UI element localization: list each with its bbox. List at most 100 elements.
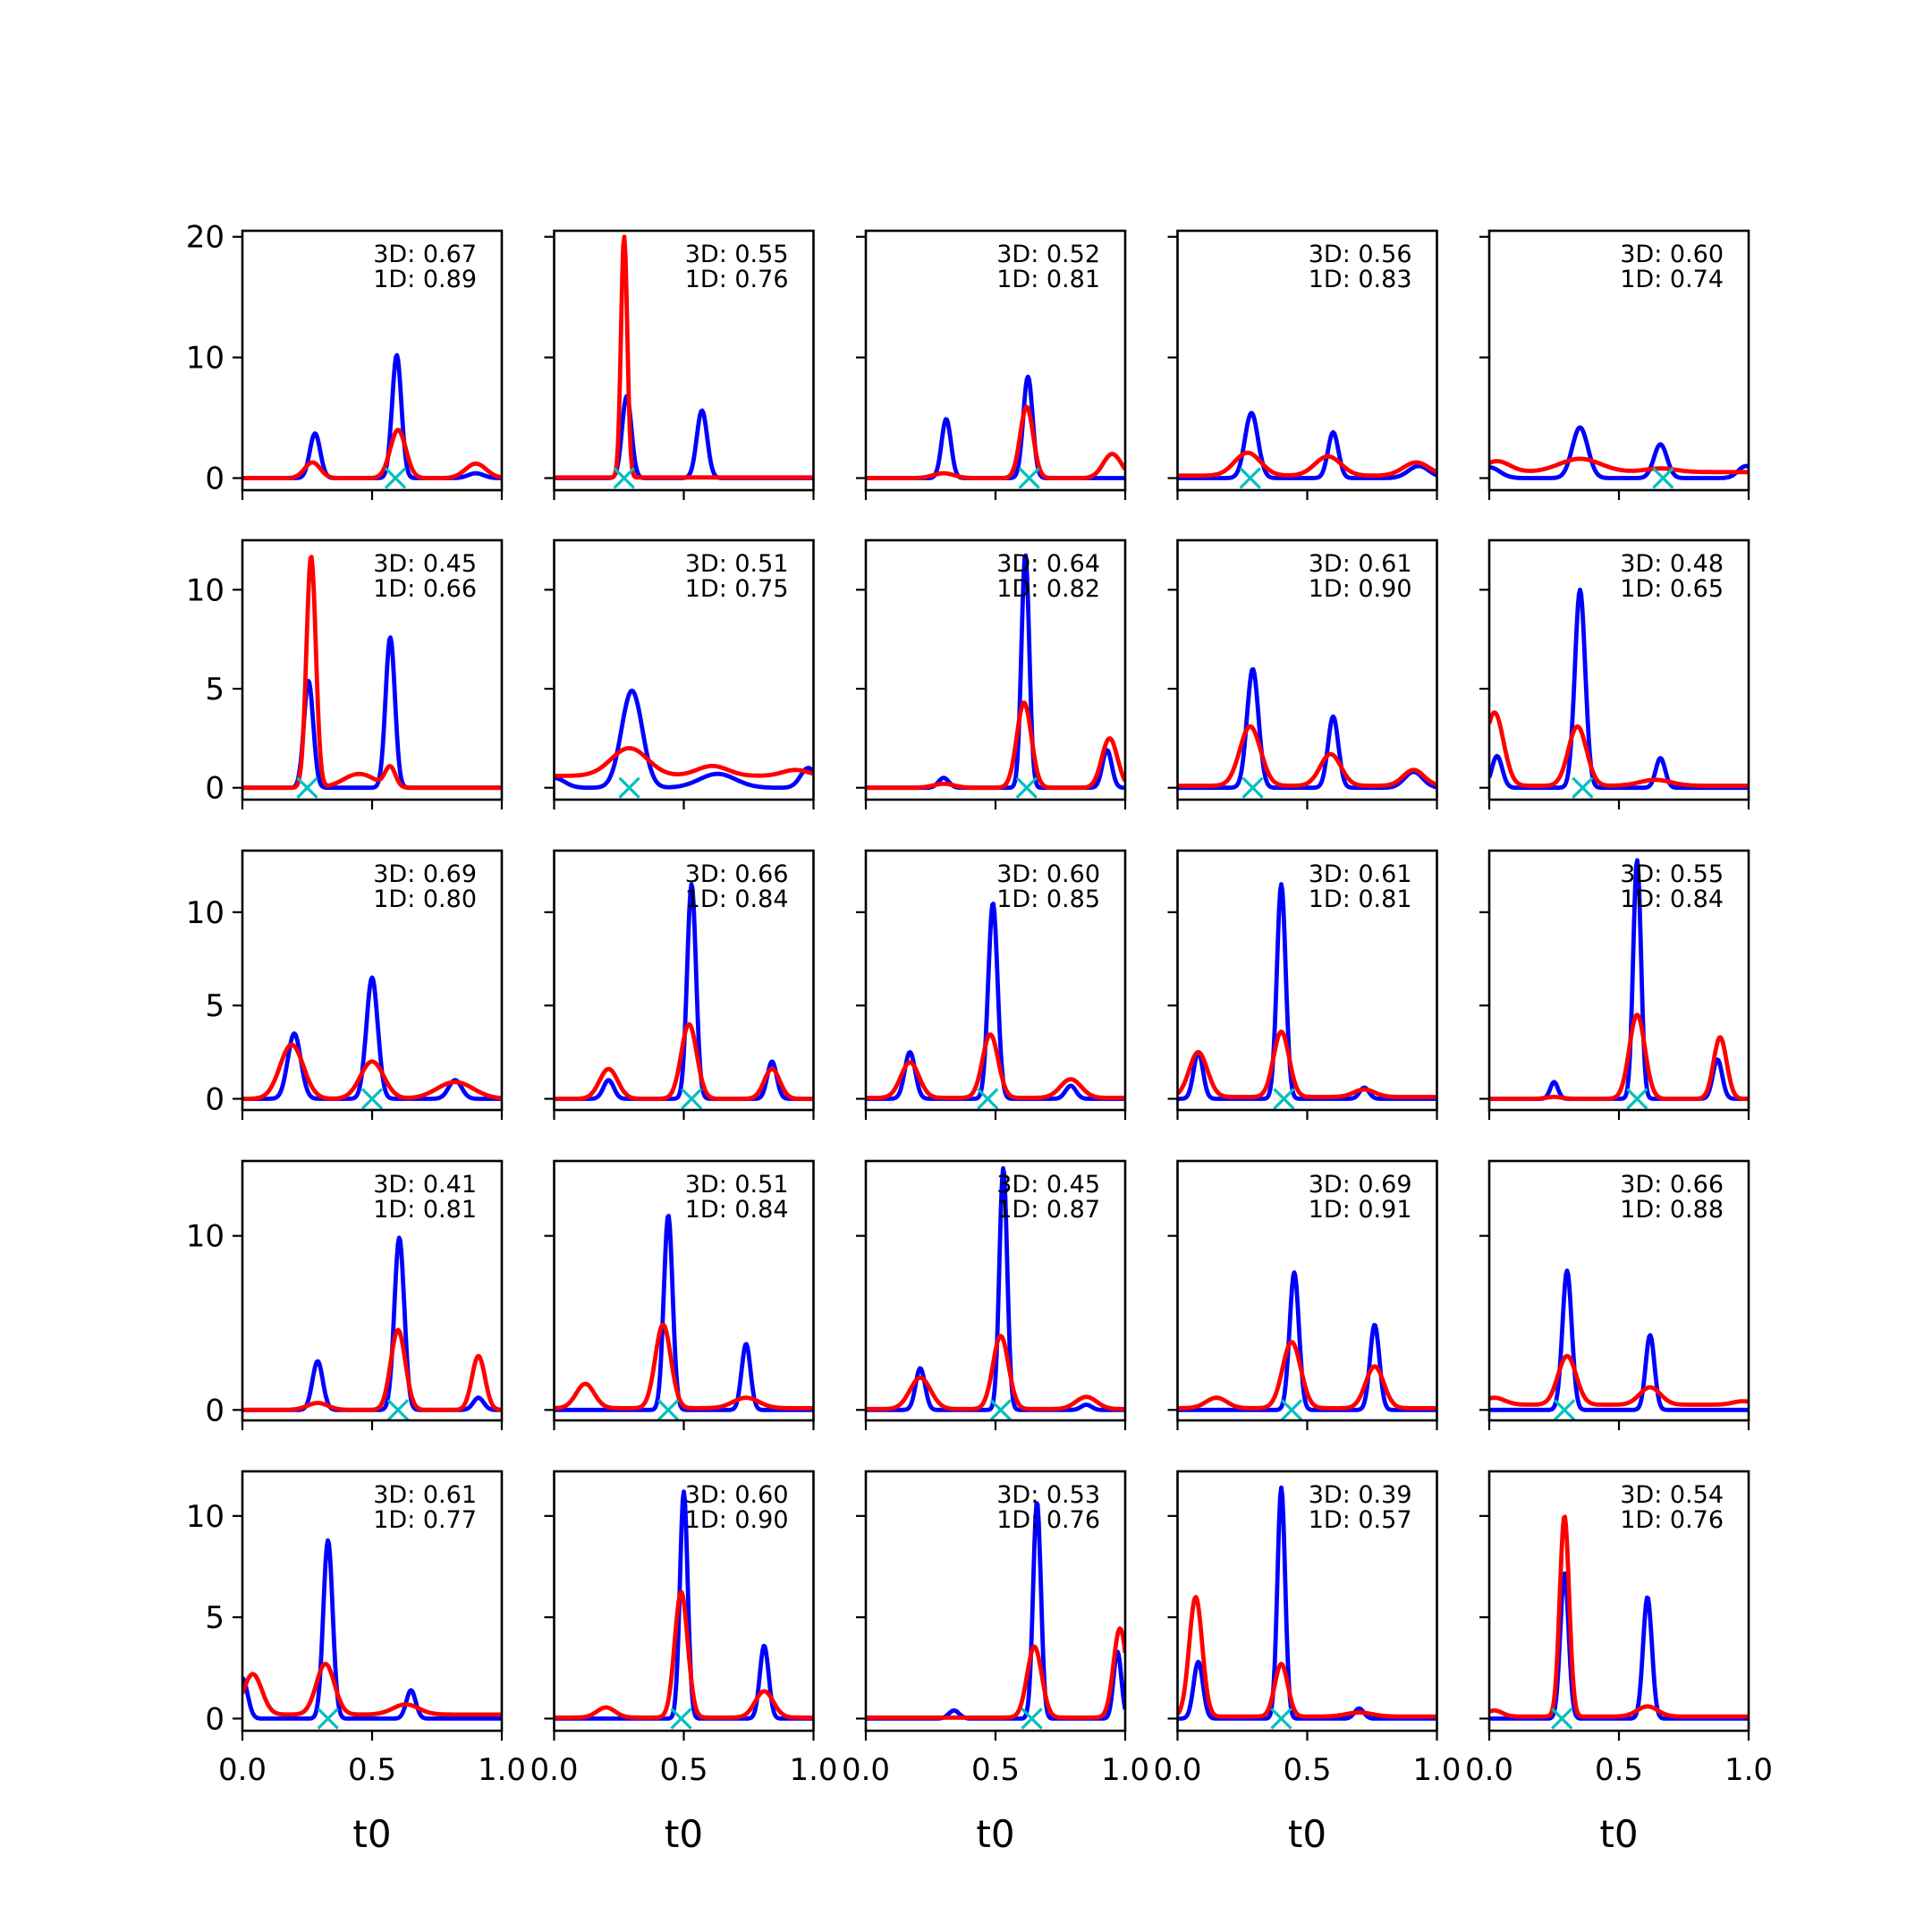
blue-series-line [1489,1571,1749,1721]
score-3d-label: 3D: 0.48 [1620,550,1724,578]
red-series-line [1489,710,1749,788]
peak-marker [317,1707,339,1730]
y-tick-label: 10 [186,1219,225,1255]
blue-series-line [242,975,502,1101]
red-series-line [1177,1030,1437,1099]
score-3d-label: 3D: 0.56 [1309,241,1412,268]
peak-marker [613,467,635,489]
peak-marker [1241,776,1264,799]
score-1d-label: 1D: 0.89 [373,266,477,293]
x-axis-label: t0 [1599,1812,1638,1856]
red-series-line [1489,1514,1749,1719]
peak-marker [1553,1399,1576,1421]
red-series-line [1489,1353,1749,1407]
red-series-line [242,1042,502,1101]
red-series-line [242,555,502,791]
x-axis-label: t0 [665,1812,703,1856]
x-tick-label: 0.5 [1283,1752,1331,1788]
peak-marker [681,1088,703,1110]
peak-marker [1551,1707,1573,1730]
blue-series-line [554,882,814,1101]
score-1d-label: 1D: 0.82 [996,575,1100,603]
blue-series-line [866,902,1125,1101]
red-series-line [242,1661,502,1717]
x-tick-label: 0.5 [659,1752,708,1788]
peak-marker [384,467,407,489]
score-3d-label: 3D: 0.61 [1309,860,1412,888]
score-3d-label: 3D: 0.67 [373,241,477,268]
peak-marker [1626,1088,1648,1110]
x-tick-label: 1.0 [1101,1752,1149,1788]
peak-marker [657,1399,680,1421]
peak-marker [1270,1707,1292,1730]
score-1d-label: 1D: 0.81 [996,266,1100,293]
score-1d-label: 1D: 0.77 [373,1506,477,1534]
blue-series-line [1177,411,1437,480]
blue-series-line [242,1235,502,1412]
red-series-line [1177,1595,1437,1719]
score-1d-label: 1D: 0.84 [685,886,789,913]
y-tick-label: 0 [205,1081,225,1117]
score-3d-label: 3D: 0.45 [373,550,477,578]
score-3d-label: 3D: 0.51 [685,1171,789,1199]
x-tick-label: 1.0 [1724,1752,1773,1788]
score-1d-label: 1D: 0.84 [1620,886,1724,913]
score-3d-label: 3D: 0.52 [996,241,1100,268]
blue-series-line [554,394,814,480]
red-series-line [866,1334,1125,1411]
score-3d-label: 3D: 0.61 [1309,550,1412,578]
blue-series-line [1489,1268,1749,1412]
blue-series-line [866,374,1125,480]
score-1d-label: 1D: 0.65 [1620,575,1724,603]
score-3d-label: 3D: 0.60 [996,860,1100,888]
peak-marker [1018,467,1040,489]
peak-marker [1280,1399,1303,1421]
score-3d-label: 3D: 0.66 [685,860,789,888]
peak-marker [1572,776,1594,799]
x-tick-label: 0.5 [348,1752,396,1788]
y-tick-label: 0 [205,1701,225,1737]
score-3d-label: 3D: 0.69 [1309,1171,1412,1199]
y-tick-label: 10 [186,1499,225,1535]
peak-marker [386,1399,410,1421]
red-series-line [866,404,1125,480]
score-3d-label: 3D: 0.45 [996,1171,1100,1199]
peak-marker [670,1707,692,1730]
blue-series-line [1177,666,1437,791]
red-series-line [1177,724,1437,788]
x-tick-label: 0.0 [1465,1752,1513,1788]
x-axis-label: t0 [976,1812,1014,1856]
red-series-line [1177,1340,1437,1411]
blue-series-line [554,1489,814,1721]
score-1d-label: 1D: 0.76 [685,266,789,293]
peak-marker [1015,776,1038,799]
peak-marker [1239,467,1261,489]
blue-series-line [554,688,814,791]
score-1d-label: 1D: 0.91 [1309,1196,1412,1224]
score-3d-label: 3D: 0.41 [373,1171,477,1199]
score-3d-label: 3D: 0.39 [1309,1481,1412,1509]
red-series-line [242,1327,502,1412]
score-3d-label: 3D: 0.54 [1620,1481,1724,1509]
x-tick-label: 1.0 [789,1752,837,1788]
x-axis-label: t0 [352,1812,391,1856]
blue-series-line [1489,587,1749,791]
y-tick-label: 0 [205,462,225,497]
score-1d-label: 1D: 0.90 [685,1506,789,1534]
y-tick-label: 5 [205,672,225,708]
red-series-line [1489,1013,1749,1101]
score-3d-label: 3D: 0.55 [685,241,789,268]
red-series-line [866,1032,1125,1100]
y-tick-label: 10 [186,572,225,608]
score-3d-label: 3D: 0.51 [685,550,789,578]
blue-series-line [242,635,502,791]
x-tick-label: 0.0 [1153,1752,1201,1788]
y-tick-label: 10 [186,895,225,931]
red-series-line [554,234,814,480]
x-tick-label: 0.0 [842,1752,890,1788]
peak-marker [989,1399,1012,1421]
score-1d-label: 1D: 0.76 [996,1506,1100,1534]
x-tick-label: 0.0 [218,1752,267,1788]
peak-marker [360,1088,384,1110]
blue-series-line [554,1214,814,1412]
